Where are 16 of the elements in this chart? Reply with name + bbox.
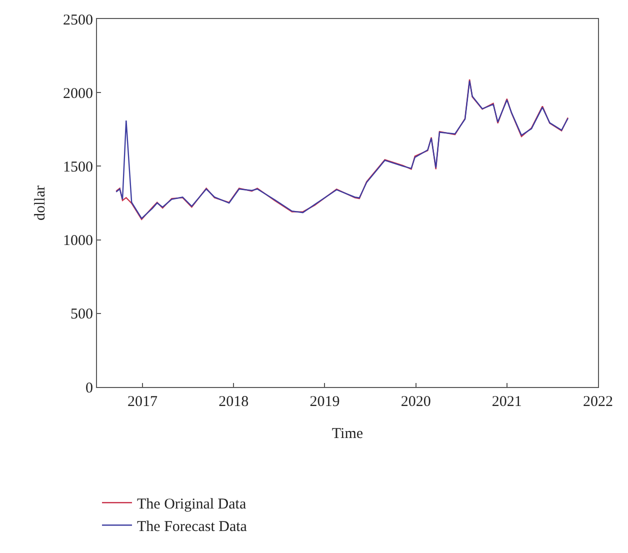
y-tick-label: 1000 (63, 233, 93, 250)
y-tick-label: 0 (86, 380, 93, 396)
x-tick-label: 2019 (310, 394, 340, 410)
y-tick-label: 500 (70, 306, 93, 323)
x-tick-label: 2022 (583, 394, 613, 410)
y-tick-label: 1500 (63, 159, 93, 176)
x-axis-title: Time (332, 426, 364, 442)
y-tick-label: 2500 (63, 12, 93, 28)
x-tick-label: 2017 (128, 394, 158, 410)
x-tick-label: 2018 (218, 394, 249, 410)
legend-label: The Original Data (137, 496, 246, 512)
x-tick-label: 2021 (492, 394, 522, 410)
x-tick-label: 2020 (400, 394, 431, 410)
y-tick-label: 2000 (63, 86, 93, 102)
y-axis-title: dollar (32, 186, 48, 220)
legend-label: The Forecast Data (137, 518, 248, 535)
